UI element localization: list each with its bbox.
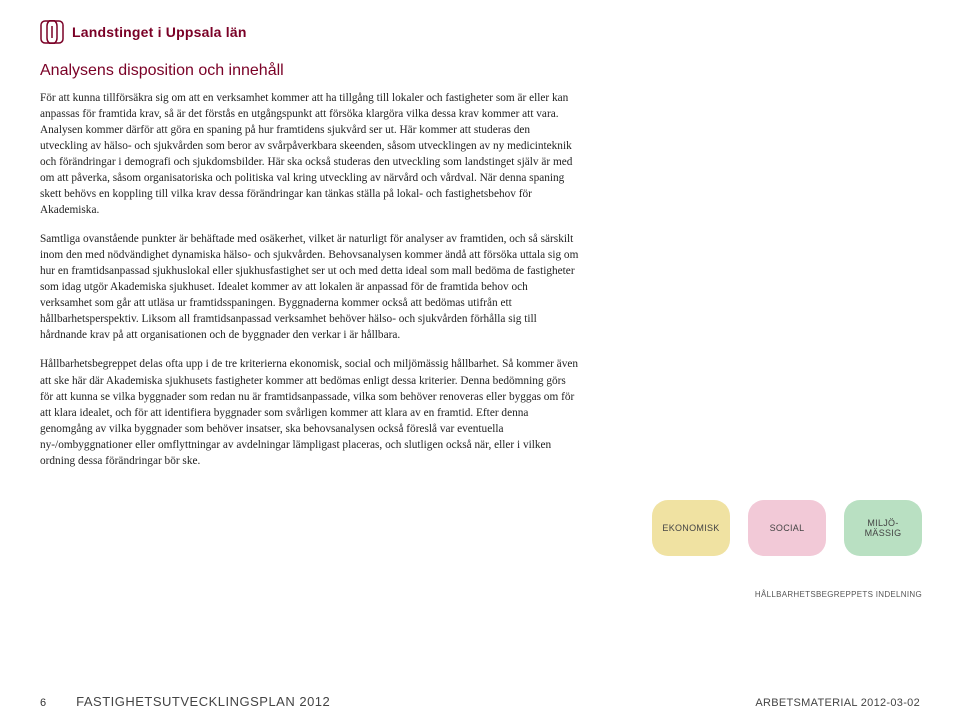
paragraph: För att kunna tillförsäkra sig om att en… — [40, 90, 580, 218]
body-text: För att kunna tillförsäkra sig om att en… — [40, 90, 580, 469]
footer-left: 6 FASTIGHETSUTVECKLINGSPLAN 2012 — [40, 694, 330, 709]
paragraph: Hållbarhetsbegreppet delas ofta upp i de… — [40, 356, 580, 468]
bubble-label: SOCIAL — [770, 523, 805, 533]
bubble-label: MILJÖ- MÄSSIG — [865, 518, 902, 538]
sustainability-bubbles: EKONOMISK SOCIAL MILJÖ- MÄSSIG — [652, 500, 922, 556]
bubble-social: SOCIAL — [748, 500, 826, 556]
bubble-label: EKONOMISK — [662, 523, 719, 533]
header: Landstinget i Uppsala län — [40, 20, 920, 44]
paragraph: Samtliga ovanstående punkter är behäftad… — [40, 231, 580, 343]
bubble-economic: EKONOMISK — [652, 500, 730, 556]
footer-right: ARBETSMATERIAL 2012-03-02 — [755, 697, 920, 709]
org-name: Landstinget i Uppsala län — [72, 24, 247, 40]
page: Landstinget i Uppsala län Analysens disp… — [0, 0, 960, 725]
doc-title: FASTIGHETSUTVECKLINGSPLAN 2012 — [76, 694, 330, 709]
page-number: 6 — [40, 697, 46, 709]
org-logo-icon — [40, 20, 64, 44]
footer: 6 FASTIGHETSUTVECKLINGSPLAN 2012 ARBETSM… — [0, 694, 960, 709]
section-title: Analysens disposition och innehåll — [40, 62, 920, 80]
bubble-environmental: MILJÖ- MÄSSIG — [844, 500, 922, 556]
bubbles-caption: HÅLLBARHETSBEGREPPETS INDELNING — [755, 590, 922, 599]
